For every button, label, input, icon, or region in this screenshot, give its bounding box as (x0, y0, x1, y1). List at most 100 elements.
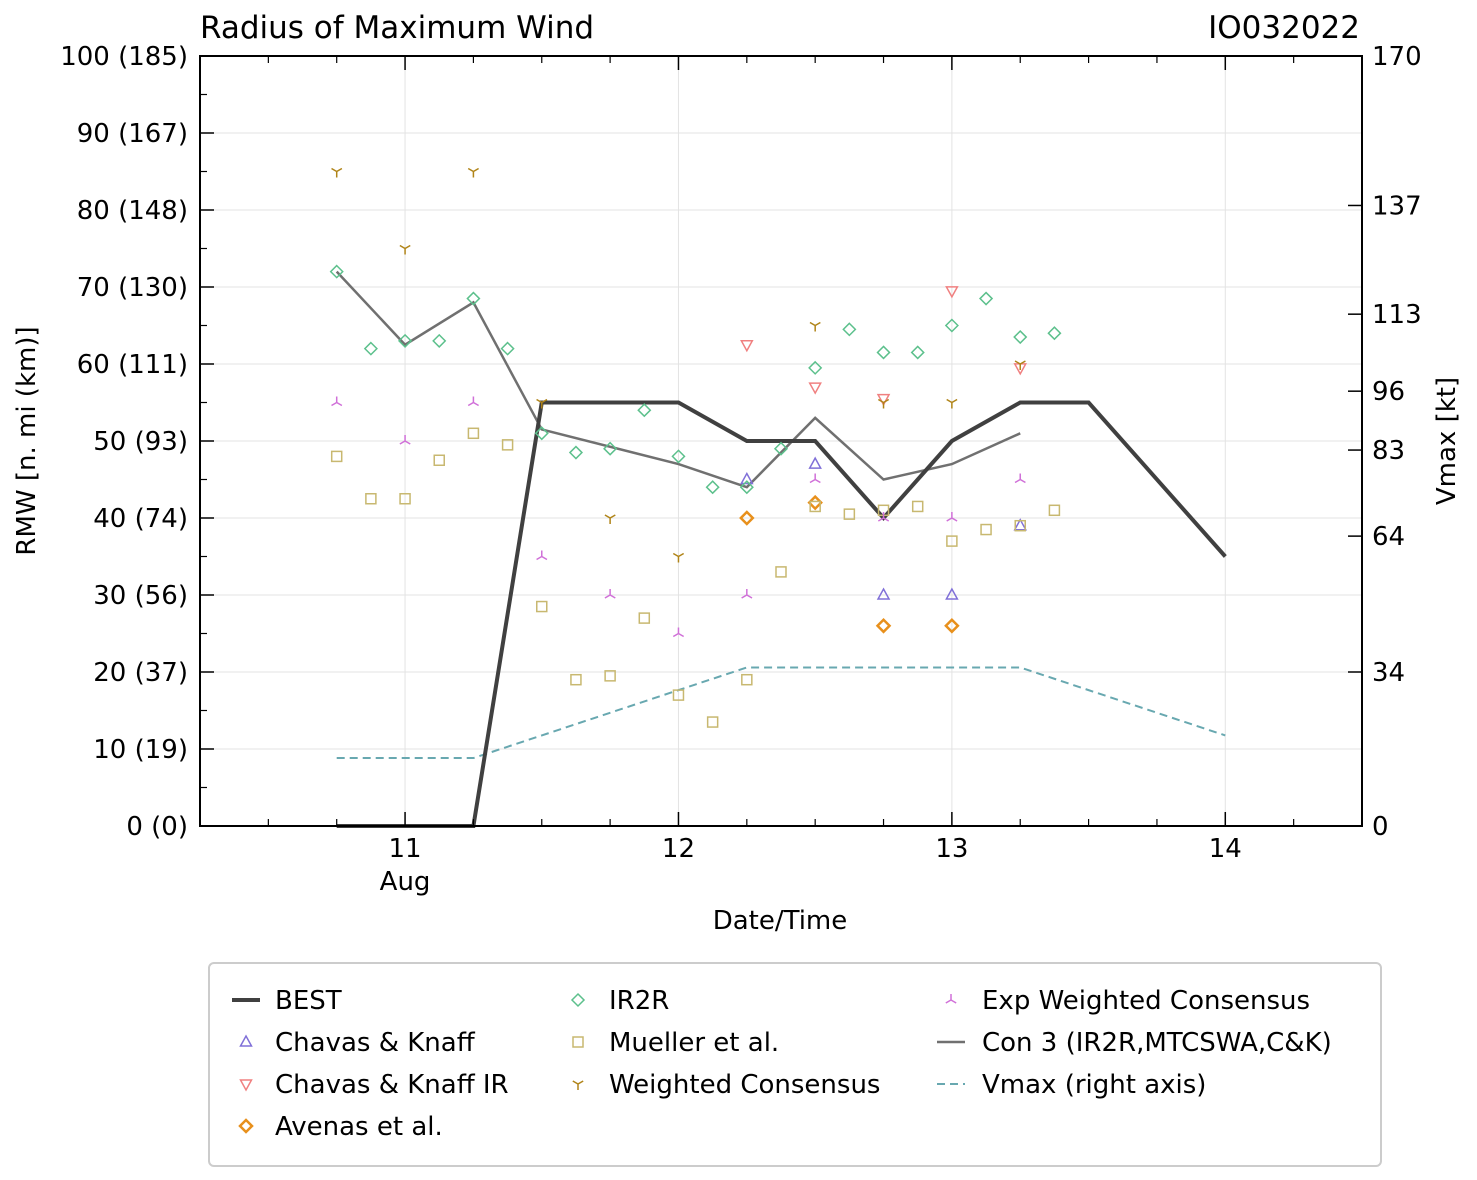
data-point-exp-weighted-consensus (1014, 473, 1026, 484)
data-point-ir2r (637, 403, 652, 418)
series-weighted-consensus (331, 167, 1026, 563)
series-chavas-knaff (740, 456, 1028, 600)
x-tick-label: 11 (389, 834, 422, 864)
y-tick-label: 30 (56) (93, 581, 188, 611)
data-point-chavas-knaff-ir (876, 393, 891, 407)
legend-label: IR2R (609, 986, 669, 1016)
data-point-exp-weighted-consensus (399, 435, 411, 445)
data-point-ir2r (705, 480, 720, 495)
legend-item-exp-weighted-consensus: Exp Weighted Consensus (945, 986, 1310, 1016)
data-point-weighted-consensus (604, 514, 616, 524)
legend-label: Vmax (right axis) (982, 1070, 1206, 1100)
data-point-weighted-consensus (536, 398, 548, 409)
legend-item-ir2r: IR2R (570, 986, 669, 1016)
y-axis-label: RMW [n. mi (km)] (12, 326, 42, 555)
series-exp-weighted-consensus (331, 396, 1026, 638)
data-point-chavas-knaff (808, 456, 822, 469)
y-right-tick-label: 96 (1372, 377, 1405, 407)
series-line-vmax-right-axis (336, 666, 1226, 760)
legend-label: Chavas & Knaff (275, 1028, 476, 1058)
data-point-mueller-et-al (399, 493, 411, 505)
data-point-mueller-et-al (638, 612, 651, 624)
data-point-ir2r (773, 441, 789, 456)
data-point-weighted-consensus (672, 552, 685, 563)
data-point-ir2r (739, 480, 754, 495)
legend-marker (239, 1079, 253, 1092)
data-point-chavas-knaff (1013, 518, 1028, 531)
data-point-mueller-et-al (741, 673, 753, 686)
x-tick-label: 14 (1209, 834, 1242, 864)
y-tick-label: 0 (0) (126, 812, 188, 842)
series-avenas-et-al (739, 494, 960, 634)
y-tick-label: 80 (148) (77, 196, 188, 226)
data-point-mueller-et-al (536, 600, 548, 613)
data-point-ir2r (944, 318, 959, 333)
data-point-mueller-et-al (1048, 504, 1061, 517)
data-point-ir2r (876, 345, 891, 360)
series-chavas-knaff-ir (740, 286, 1028, 407)
y-tick-label: 60 (111) (77, 350, 188, 380)
series-line-con-3-ir2r-mtcswa-c-k (335, 270, 1021, 489)
data-point-mueller-et-al (570, 673, 582, 686)
data-point-exp-weighted-consensus (467, 396, 479, 407)
storm-id: IO032022 (1208, 10, 1360, 46)
legend-box (208, 962, 1382, 1167)
legend-label: Chavas & Knaff IR (275, 1070, 509, 1100)
data-point-ir2r (978, 291, 994, 306)
data-point-ir2r (466, 291, 481, 306)
data-point-exp-weighted-consensus (331, 396, 343, 407)
data-point-weighted-consensus (946, 398, 958, 409)
legend: BEST Chavas & Knaff Chavas & Knaff IR Avena… (208, 962, 1382, 1167)
data-point-weighted-consensus (399, 244, 411, 255)
legend-item-chavas-knaff: Chavas & Knaff (239, 1028, 476, 1058)
data-point-exp-weighted-consensus (946, 512, 958, 522)
legend-marker (572, 1036, 584, 1048)
y-right-tick-label: 113 (1372, 300, 1422, 330)
legend-item-mueller-et-al: Mueller et al. (572, 1028, 779, 1058)
data-point-chavas-knaff (876, 587, 891, 600)
x-axis-label: Date/Time (713, 906, 848, 936)
legend-marker (239, 1034, 253, 1047)
x-tick-label: 13 (935, 834, 968, 864)
legend-marker (572, 1080, 584, 1090)
y-right-tick-label: 64 (1372, 522, 1405, 552)
legend-label: BEST (275, 986, 342, 1016)
y-axis-label-right: Vmax [kt] (1432, 377, 1462, 505)
legend-label: Mueller et al. (609, 1028, 779, 1058)
y-right-tick-label: 34 (1372, 658, 1405, 688)
data-point-ir2r (842, 322, 857, 337)
legend-label: Weighted Consensus (609, 1070, 880, 1100)
data-point-exp-weighted-consensus (877, 512, 890, 522)
data-point-exp-weighted-consensus (604, 589, 616, 599)
data-point-ir2r (603, 441, 618, 456)
data-point-mueller-et-al (330, 450, 343, 463)
legend-item-weighted-consensus: Weighted Consensus (572, 1070, 880, 1100)
chart-title: Radius of Maximum Wind (200, 10, 594, 46)
data-point-weighted-consensus (467, 167, 479, 178)
data-point-mueller-et-al (1014, 519, 1026, 532)
data-point-chavas-knaff-ir (740, 340, 754, 353)
data-point-mueller-et-al (980, 523, 992, 536)
data-point-exp-weighted-consensus (536, 550, 548, 561)
data-point-ir2r (1013, 329, 1028, 345)
data-point-mueller-et-al (843, 508, 856, 520)
legend-marker (238, 1118, 254, 1134)
y-tick-label: 90 (167) (77, 119, 188, 149)
legend-label: Exp Weighted Consensus (982, 986, 1310, 1016)
legend-item-con-3-ir2r-mtcswa-c-k: Con 3 (IR2R,MTCSWA,C&K) (937, 1028, 1332, 1058)
data-point-exp-weighted-consensus (741, 589, 753, 599)
data-point-weighted-consensus (877, 398, 890, 409)
data-point-ir2r (534, 426, 549, 441)
legend-item-chavas-knaff-ir: Chavas & Knaff IR (239, 1070, 509, 1100)
data-point-chavas-knaff-ir (808, 382, 822, 395)
legend-marker (570, 992, 586, 1008)
y-tick-label: 10 (19) (93, 735, 188, 765)
data-point-ir2r (432, 333, 447, 348)
y-right-tick-label: 137 (1372, 191, 1422, 221)
data-point-mueller-et-al (911, 500, 924, 513)
data-point-avenas-et-al (739, 510, 755, 526)
legend-item-best: BEST (232, 986, 342, 1016)
data-point-ir2r (397, 333, 413, 348)
axes-layer: 0 (0) 10 (19) 20 (37) 30 (56) 40 (74) 50 (93)… (60, 42, 1421, 897)
data-point-mueller-et-al (433, 454, 445, 466)
